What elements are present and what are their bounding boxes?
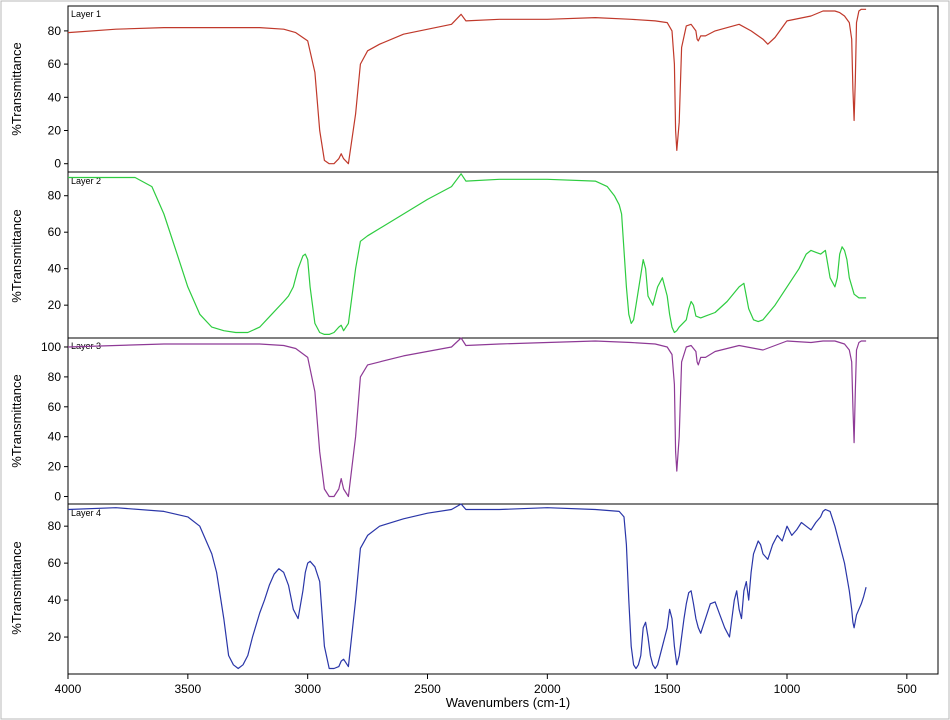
y-tick-label: 100	[41, 340, 61, 354]
y-tick-label: 80	[48, 519, 62, 533]
x-tick-label: 3000	[294, 682, 321, 696]
spectrum-line	[68, 173, 867, 335]
y-tick-label: 20	[48, 630, 62, 644]
x-tick-label: 3500	[174, 682, 201, 696]
y-tick-label: 0	[54, 157, 61, 171]
panel-y-axis-title: %Transmittance	[9, 209, 24, 302]
spectrum-line	[67, 337, 867, 498]
y-tick-label: 40	[48, 430, 62, 444]
panel-layer-label: Layer 4	[71, 508, 101, 518]
x-tick-label: 1000	[774, 682, 801, 696]
x-tick-label: 1500	[654, 682, 681, 696]
y-tick-label: 20	[48, 460, 62, 474]
panel-y-axis-title: %Transmittance	[9, 541, 24, 634]
x-tick-label: 2000	[534, 682, 561, 696]
x-tick-label: 500	[897, 682, 917, 696]
panel-y-axis-title: %Transmittance	[9, 374, 24, 467]
y-tick-label: 60	[48, 57, 62, 71]
y-tick-label: 20	[48, 124, 62, 138]
y-tick-label: 80	[48, 370, 62, 384]
y-tick-label: 0	[54, 490, 61, 504]
y-tick-label: 80	[48, 24, 62, 38]
x-tick-label: 4000	[55, 682, 82, 696]
y-tick-label: 40	[48, 262, 62, 276]
x-axis: Wavenumbers (cm-1) 4000 3500 3000 2500 2000 1…	[55, 674, 917, 710]
y-tick-label: 80	[48, 189, 62, 203]
panel-layer-label: Layer 2	[71, 176, 101, 186]
panel-y-axis-title: %Transmittance	[9, 42, 24, 135]
y-tick-label: 40	[48, 90, 62, 104]
spectrum-panel-layer-4: %Transmittance Layer 4 20 40 60 80	[9, 503, 939, 675]
x-axis-title: Wavenumbers (cm-1)	[446, 695, 570, 710]
spectrum-line	[67, 503, 867, 670]
y-tick-label: 60	[48, 400, 62, 414]
y-tick-label: 40	[48, 593, 62, 607]
panel-layer-label: Layer 1	[71, 9, 101, 19]
y-tick-label: 60	[48, 225, 62, 239]
x-tick-label: 2500	[414, 682, 441, 696]
panel-frame	[67, 503, 939, 675]
spectrum-panel-layer-2: %Transmittance Layer 2 20 40 60 80	[9, 171, 939, 339]
y-tick-label: 20	[48, 298, 62, 312]
y-tick-label: 60	[48, 556, 62, 570]
spectrum-line	[67, 8, 867, 165]
